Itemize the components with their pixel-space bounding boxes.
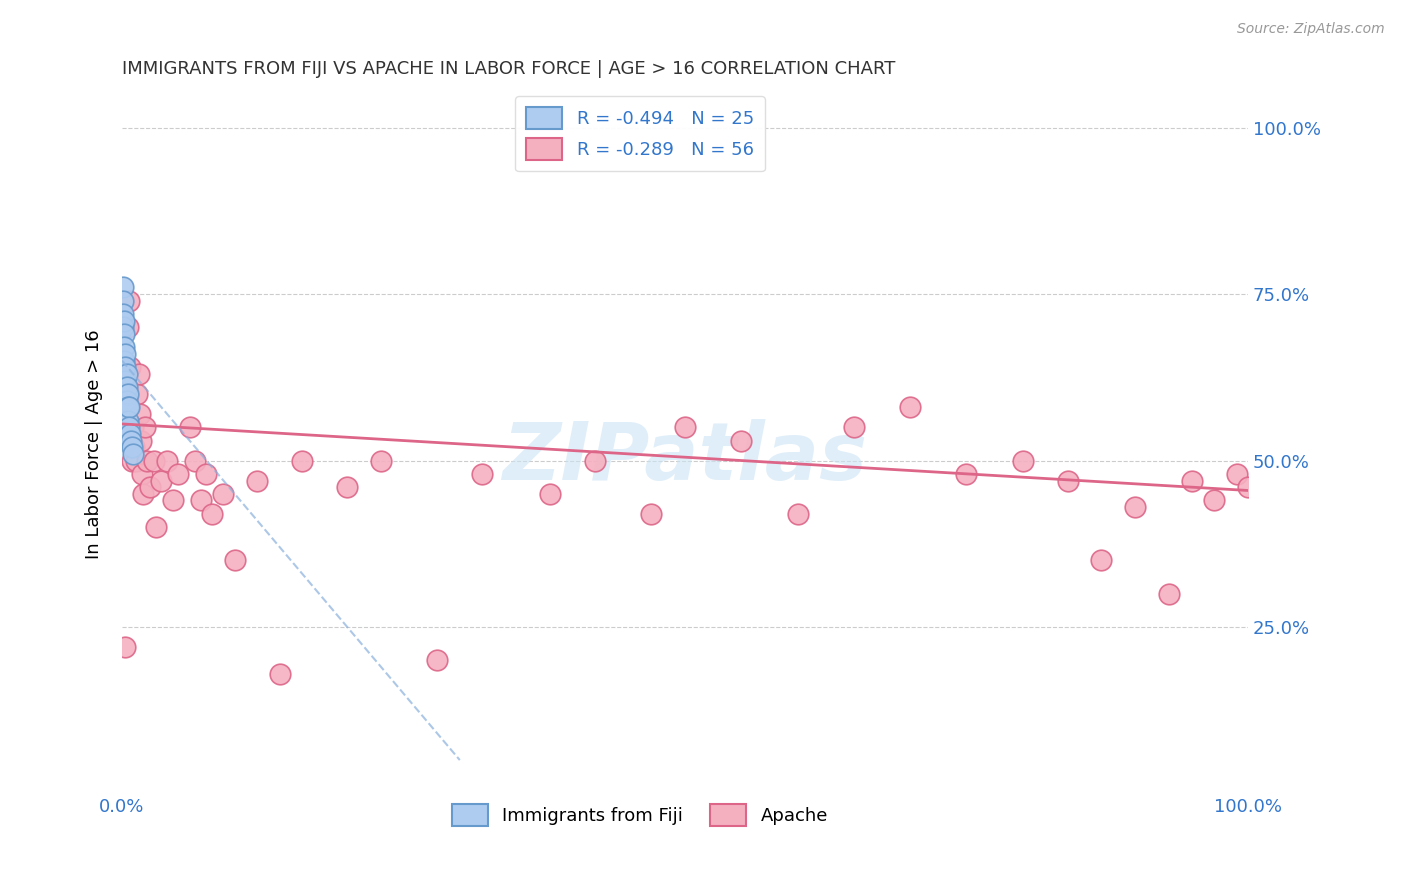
Point bbox=[131, 467, 153, 481]
Point bbox=[125, 387, 148, 401]
Point bbox=[118, 360, 141, 375]
Point bbox=[112, 307, 135, 321]
Point bbox=[114, 374, 136, 388]
Legend: Immigrants from Fiji, Apache: Immigrants from Fiji, Apache bbox=[444, 797, 835, 833]
Point bbox=[145, 520, 167, 534]
Point bbox=[120, 434, 142, 448]
Point bbox=[179, 420, 201, 434]
Point bbox=[118, 293, 141, 308]
Point bbox=[955, 467, 977, 481]
Point bbox=[139, 480, 162, 494]
Point bbox=[1056, 474, 1078, 488]
Point bbox=[117, 414, 139, 428]
Point bbox=[112, 327, 135, 342]
Point bbox=[184, 453, 207, 467]
Point bbox=[1011, 453, 1033, 467]
Point bbox=[190, 493, 212, 508]
Point bbox=[117, 320, 139, 334]
Point bbox=[124, 440, 146, 454]
Point bbox=[112, 314, 135, 328]
Point bbox=[224, 553, 246, 567]
Point bbox=[121, 440, 143, 454]
Point bbox=[122, 420, 145, 434]
Point bbox=[112, 293, 135, 308]
Point bbox=[269, 666, 291, 681]
Text: IMMIGRANTS FROM FIJI VS APACHE IN LABOR FORCE | AGE > 16 CORRELATION CHART: IMMIGRANTS FROM FIJI VS APACHE IN LABOR … bbox=[122, 60, 896, 78]
Point bbox=[538, 487, 561, 501]
Point bbox=[134, 420, 156, 434]
Point bbox=[118, 401, 141, 415]
Point bbox=[212, 487, 235, 501]
Point bbox=[162, 493, 184, 508]
Point bbox=[120, 420, 142, 434]
Point bbox=[150, 474, 173, 488]
Point bbox=[246, 474, 269, 488]
Point bbox=[122, 447, 145, 461]
Point bbox=[142, 453, 165, 467]
Point bbox=[201, 507, 224, 521]
Point bbox=[786, 507, 808, 521]
Point bbox=[114, 360, 136, 375]
Point bbox=[1123, 500, 1146, 515]
Point bbox=[1202, 493, 1225, 508]
Point bbox=[112, 280, 135, 294]
Text: ZIPatlas: ZIPatlas bbox=[502, 419, 868, 497]
Point bbox=[1180, 474, 1202, 488]
Point bbox=[117, 387, 139, 401]
Point bbox=[471, 467, 494, 481]
Point bbox=[640, 507, 662, 521]
Point bbox=[112, 320, 135, 334]
Point bbox=[115, 393, 138, 408]
Point bbox=[132, 487, 155, 501]
Point bbox=[121, 453, 143, 467]
Point bbox=[1226, 467, 1249, 481]
Point bbox=[1157, 587, 1180, 601]
Point bbox=[370, 453, 392, 467]
Point bbox=[673, 420, 696, 434]
Point bbox=[291, 453, 314, 467]
Point bbox=[129, 407, 152, 421]
Point bbox=[112, 340, 135, 354]
Point bbox=[118, 426, 141, 441]
Point bbox=[128, 367, 150, 381]
Point bbox=[118, 420, 141, 434]
Point bbox=[156, 453, 179, 467]
Y-axis label: In Labor Force | Age > 16: In Labor Force | Age > 16 bbox=[86, 329, 103, 558]
Point bbox=[129, 434, 152, 448]
Point bbox=[135, 453, 157, 467]
Point bbox=[124, 453, 146, 467]
Point bbox=[1237, 480, 1260, 494]
Point bbox=[112, 367, 135, 381]
Point bbox=[195, 467, 218, 481]
Point bbox=[336, 480, 359, 494]
Text: Source: ZipAtlas.com: Source: ZipAtlas.com bbox=[1237, 22, 1385, 37]
Point bbox=[1090, 553, 1112, 567]
Point bbox=[115, 367, 138, 381]
Point bbox=[114, 387, 136, 401]
Point bbox=[583, 453, 606, 467]
Point bbox=[117, 401, 139, 415]
Point bbox=[898, 401, 921, 415]
Point bbox=[114, 640, 136, 654]
Point bbox=[730, 434, 752, 448]
Point bbox=[426, 653, 449, 667]
Point bbox=[842, 420, 865, 434]
Point bbox=[167, 467, 190, 481]
Point bbox=[114, 347, 136, 361]
Point bbox=[115, 380, 138, 394]
Point bbox=[112, 353, 135, 368]
